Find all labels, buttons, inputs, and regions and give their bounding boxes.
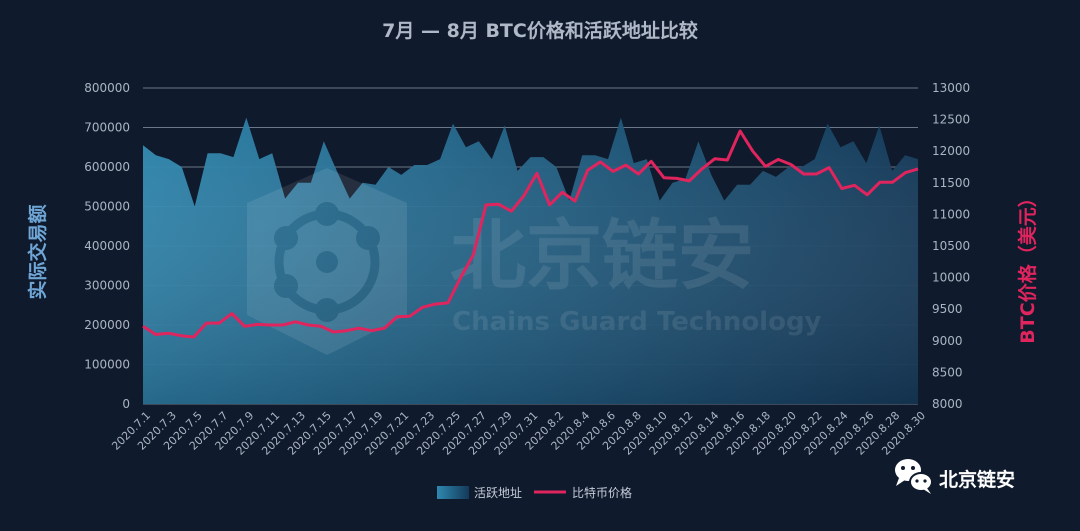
brand-badge-label: 北京链安	[939, 468, 1015, 491]
y-left-tick-label: 200000	[84, 318, 130, 332]
btc-price-line	[142, 129, 919, 339]
y-left-tick-label: 700000	[84, 121, 130, 135]
y-axis-left-label: 实际交易额	[26, 204, 49, 299]
y-right-tick-label: 12000	[932, 144, 970, 158]
x-axis: 2020.7.12020.7.32020.7.52020.7.72020.7.9…	[109, 409, 928, 458]
y-right-tick-label: 13000	[932, 81, 970, 95]
y-left-tick-label: 500000	[84, 200, 130, 214]
y-left-tick-label: 800000	[84, 81, 130, 95]
chart-title: 7月 — 8月 BTC价格和活跃地址比较	[382, 19, 698, 42]
watermark-title: 北京链安	[450, 211, 754, 300]
y-right-tick-label: 9000	[932, 334, 963, 348]
watermark-subtitle: Chains Guard Technology	[452, 307, 822, 337]
watermark-logo-icon	[247, 168, 407, 355]
y-right-tick-label: 10000	[932, 271, 970, 285]
legend: 活跃地址 比特币价格	[437, 485, 632, 500]
legend-label-area: 活跃地址	[474, 486, 522, 500]
y-right-tick-label: 10500	[932, 239, 970, 253]
legend-label-line: 比特币价格	[572, 485, 632, 500]
y-right-tick-label: 12500	[932, 113, 970, 127]
y-left-tick-label: 0	[122, 397, 130, 411]
y-axis-left: 0 100000 200000 300000 400000 500000 600000 700…	[84, 81, 130, 411]
price-line-layer	[142, 129, 919, 339]
y-right-tick-label: 11500	[932, 176, 970, 190]
watermark: 北京链安 Chains Guard Technology	[247, 168, 822, 355]
y-left-tick-label: 400000	[84, 239, 130, 253]
legend-swatch-area	[437, 486, 469, 499]
y-left-tick-label: 300000	[84, 279, 130, 293]
brand-badge: 北京链安	[895, 459, 1015, 494]
y-right-tick-label: 8500	[932, 365, 963, 379]
y-axis-right-label: BTC价格（美元）	[1016, 188, 1039, 343]
y-right-tick-label: 8000	[932, 397, 963, 411]
y-axis-right: 8000 8500 9000 9500 10000 10500 11000 11500 1200…	[932, 81, 970, 411]
y-left-tick-label: 600000	[84, 160, 130, 174]
y-left-tick-label: 100000	[84, 358, 130, 372]
y-right-tick-label: 11000	[932, 207, 970, 221]
wechat-icon	[895, 459, 933, 494]
y-right-tick-label: 9500	[932, 302, 963, 316]
